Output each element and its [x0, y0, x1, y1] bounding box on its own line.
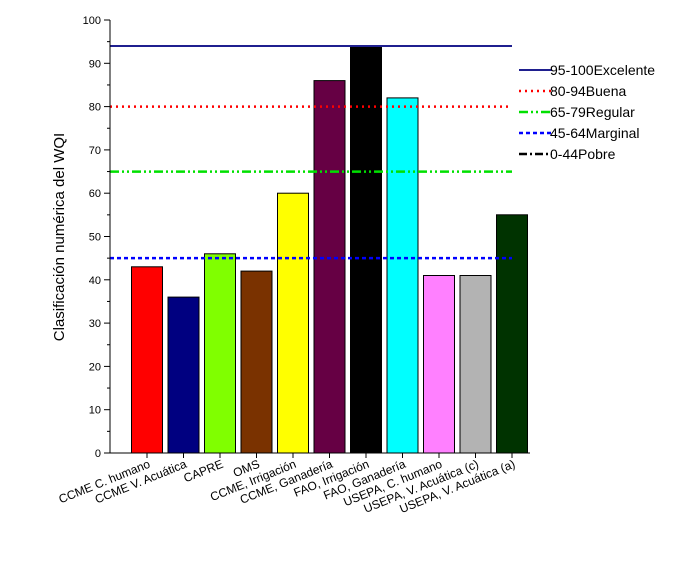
y-tick-label-30: 30: [89, 318, 101, 330]
legend-label-65-79regular: 65-79Regular: [550, 104, 635, 120]
legend-label-0-44pobre: 0-44Pobre: [550, 146, 616, 162]
y-tick-label-10: 10: [89, 405, 101, 417]
y-tick-label-100: 100: [83, 15, 101, 27]
threshold-lines-group: [110, 45, 512, 260]
bar-capre: [204, 253, 236, 454]
bar-ccme-irrigacion: [277, 192, 309, 454]
bar-ccme-ganaderia: [313, 80, 346, 454]
x-tick-label-capre: CAPRE: [182, 457, 226, 485]
y-tick-label-80: 80: [89, 102, 101, 114]
y-axis-title: Clasificación numérica del WQI: [51, 133, 68, 341]
y-tick-label-60: 60: [89, 188, 101, 200]
y-tick-label-20: 20: [89, 361, 101, 373]
legend: 95-100Excelente 80-94Buena 65-79Regular 45-…: [519, 62, 655, 162]
bar-fao-ganaderia: [386, 97, 419, 454]
bar-ccme-v-acuatica: [167, 296, 200, 454]
y-tick-label-50: 50: [89, 232, 101, 244]
legend-label-95-100excelente: 95-100Excelente: [550, 62, 655, 78]
bar-fao-irrigacion: [350, 45, 382, 454]
y-tick-label-90: 90: [89, 58, 101, 70]
bar-usepa-v-acuatica-c: [459, 275, 492, 454]
y-tick-label-40: 40: [89, 275, 101, 287]
bar-usepa-v-acuatica-a: [496, 214, 528, 454]
legend-label-45-64marginal: 45-64Marginal: [550, 125, 640, 141]
y-tick-label-0: 0: [95, 448, 101, 460]
y-tick-label-70: 70: [89, 145, 101, 157]
legend-label-80-94buena: 80-94Buena: [550, 83, 627, 99]
bar-ccme-c-humano: [131, 266, 163, 454]
bar-oms: [240, 270, 273, 454]
bar-usepa-c-humano: [423, 275, 455, 454]
bars-group: [131, 45, 528, 454]
